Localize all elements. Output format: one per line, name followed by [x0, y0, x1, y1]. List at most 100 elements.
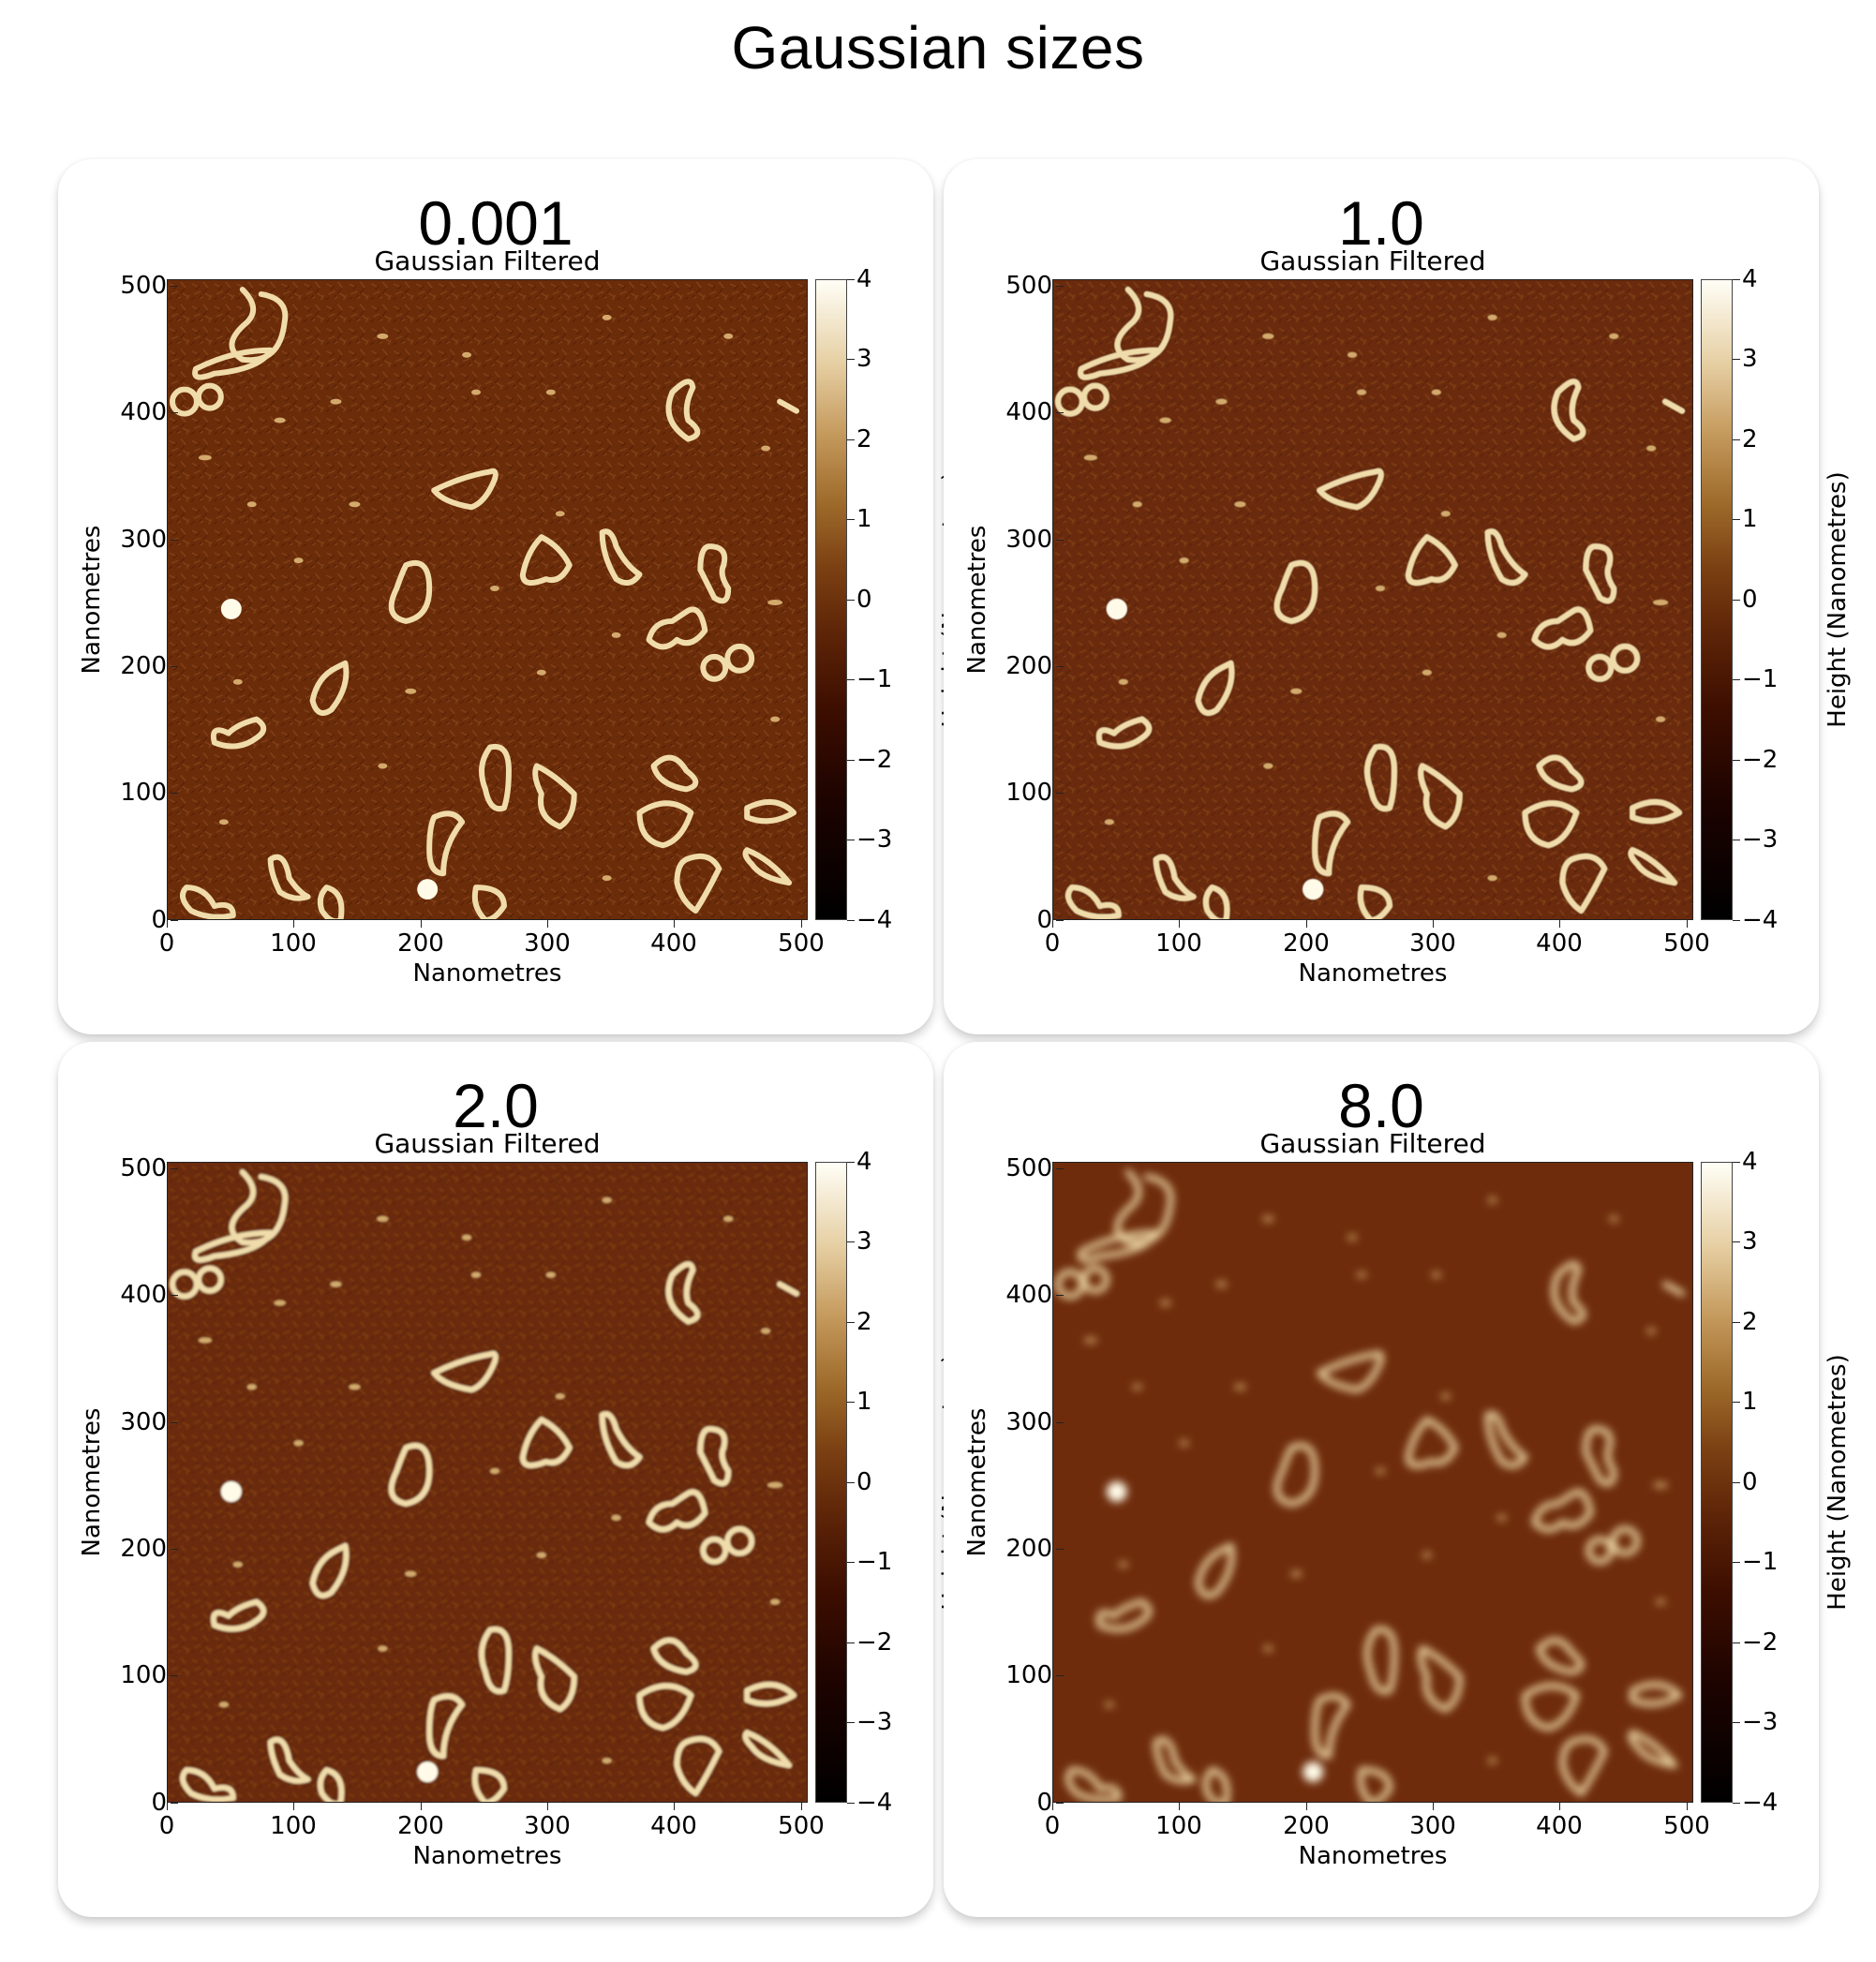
y-tick: 100 [977, 780, 1064, 805]
colorbar-tick: 4 [847, 1148, 872, 1176]
x-tick: 100 [256, 920, 331, 958]
y-tick: 500 [977, 274, 1064, 298]
x-tick: 0 [129, 1803, 204, 1840]
x-tick: 200 [1269, 920, 1344, 958]
colorbar-tick: 1 [1733, 1388, 1758, 1416]
colorbar [1701, 279, 1733, 920]
colorbar-tick: 4 [847, 265, 872, 293]
y-tick: 500 [977, 1156, 1064, 1181]
x-tick: 500 [764, 920, 839, 958]
colorbar-tick: 2 [1733, 1308, 1758, 1336]
x-tick: 100 [1141, 920, 1216, 958]
y-tick: 400 [977, 400, 1064, 424]
y-tick: 0 [92, 1791, 178, 1815]
y-tick: 100 [92, 780, 178, 805]
colorbar-tick: 2 [847, 425, 872, 453]
y-tick: 500 [92, 1156, 178, 1181]
y-axis-label: Nanometres [78, 525, 106, 675]
y-tick: 200 [977, 654, 1064, 678]
y-tick: 0 [977, 908, 1064, 932]
x-axis-label: Nanometres [1298, 959, 1448, 988]
colorbar-tick: 3 [1733, 1227, 1758, 1256]
y-tick: 400 [92, 400, 178, 424]
colorbar-tick: −2 [846, 746, 893, 774]
colorbar-tick: 4 [1733, 265, 1758, 293]
colorbar-tick: −4 [1732, 906, 1779, 934]
y-tick: 400 [977, 1283, 1064, 1307]
x-tick: 100 [1141, 1803, 1216, 1840]
colorbar-tick: 0 [847, 586, 872, 614]
colorbar-tick: 1 [847, 1388, 872, 1416]
x-tick: 200 [1269, 1803, 1344, 1840]
panel-card-0.001: 0.001 Gaussian Filtered 0 100 200 300 40… [58, 159, 966, 1034]
y-tick: 300 [92, 528, 178, 552]
height-map-image [1052, 1162, 1693, 1803]
plot-subtitle: Gaussian Filtered [1259, 245, 1486, 276]
y-tick: 100 [92, 1663, 178, 1687]
colorbar [1701, 1162, 1733, 1803]
y-tick: 300 [977, 528, 1064, 552]
colorbar-tick: −4 [846, 1789, 893, 1817]
y-tick: 500 [92, 274, 178, 298]
x-tick: 400 [1522, 920, 1597, 958]
x-tick: 500 [764, 1803, 839, 1840]
x-tick: 200 [383, 1803, 458, 1840]
x-tick: 300 [1395, 920, 1470, 958]
colorbar-tick: 1 [847, 505, 872, 533]
colorbar-tick: −1 [1732, 665, 1779, 693]
y-tick: 200 [92, 654, 178, 678]
x-axis-label: Nanometres [1298, 1842, 1448, 1870]
plot-subtitle: Gaussian Filtered [1259, 1128, 1486, 1159]
y-tick: 300 [92, 1410, 178, 1434]
x-tick: 0 [129, 920, 204, 958]
colorbar-tick: 0 [1733, 586, 1758, 614]
y-axis-label: Nanometres [78, 1407, 106, 1557]
y-tick: 0 [92, 908, 178, 932]
x-tick: 300 [1395, 1803, 1470, 1840]
colorbar-tick: −1 [846, 1548, 893, 1576]
colorbar-tick: −1 [846, 665, 893, 693]
colorbar-tick: 2 [1733, 425, 1758, 453]
colorbar-tick: 0 [1733, 1468, 1758, 1496]
colorbar-tick: 3 [1733, 345, 1758, 373]
y-tick: 400 [92, 1283, 178, 1307]
colorbar-label: Height (Nanometres) [1824, 471, 1852, 728]
panel-title: 2.0 [453, 1071, 539, 1140]
panel-card-8.0: 8.0 Gaussian Filtered 0 100 200 300 400 … [944, 1042, 1852, 1917]
x-tick: 200 [383, 920, 458, 958]
colorbar-tick: −3 [846, 1708, 893, 1736]
panel-card-1.0: 1.0 Gaussian Filtered 0 100 200 300 400 … [944, 159, 1852, 1034]
colorbar-tick: 1 [1733, 505, 1758, 533]
colorbar [815, 279, 847, 920]
x-axis-label: Nanometres [412, 959, 562, 988]
panel-title: 1.0 [1338, 188, 1424, 258]
panel-title: 8.0 [1338, 1071, 1424, 1140]
x-tick: 400 [636, 1803, 711, 1840]
colorbar-tick: −4 [846, 906, 893, 934]
colorbar-tick: 0 [847, 1468, 872, 1496]
x-tick: 300 [510, 1803, 585, 1840]
y-tick: 300 [977, 1410, 1064, 1434]
x-tick: 0 [1015, 1803, 1090, 1840]
colorbar-tick: −2 [1732, 1628, 1779, 1657]
colorbar-tick: −2 [846, 1628, 893, 1657]
colorbar-tick: 3 [847, 345, 872, 373]
colorbar-tick: −3 [1732, 825, 1779, 854]
colorbar-tick: 2 [847, 1308, 872, 1336]
colorbar-tick: −1 [1732, 1548, 1779, 1576]
x-tick: 500 [1649, 1803, 1724, 1840]
y-axis-label: Nanometres [963, 1407, 991, 1557]
colorbar-tick: −3 [846, 825, 893, 854]
y-tick: 200 [977, 1537, 1064, 1561]
colorbar-tick: 4 [1733, 1148, 1758, 1176]
x-tick: 400 [636, 920, 711, 958]
x-tick: 500 [1649, 920, 1724, 958]
panel-title: 0.001 [418, 188, 573, 258]
colorbar-label: Height (Nanometres) [1824, 1354, 1852, 1611]
y-tick: 0 [977, 1791, 1064, 1815]
panel-card-2.0: 2.0 Gaussian Filtered 0 100 200 300 400 … [58, 1042, 966, 1917]
colorbar-tick: 3 [847, 1227, 872, 1256]
colorbar-tick: −4 [1732, 1789, 1779, 1817]
colorbar-tick: −3 [1732, 1708, 1779, 1736]
colorbar-tick: −2 [1732, 746, 1779, 774]
